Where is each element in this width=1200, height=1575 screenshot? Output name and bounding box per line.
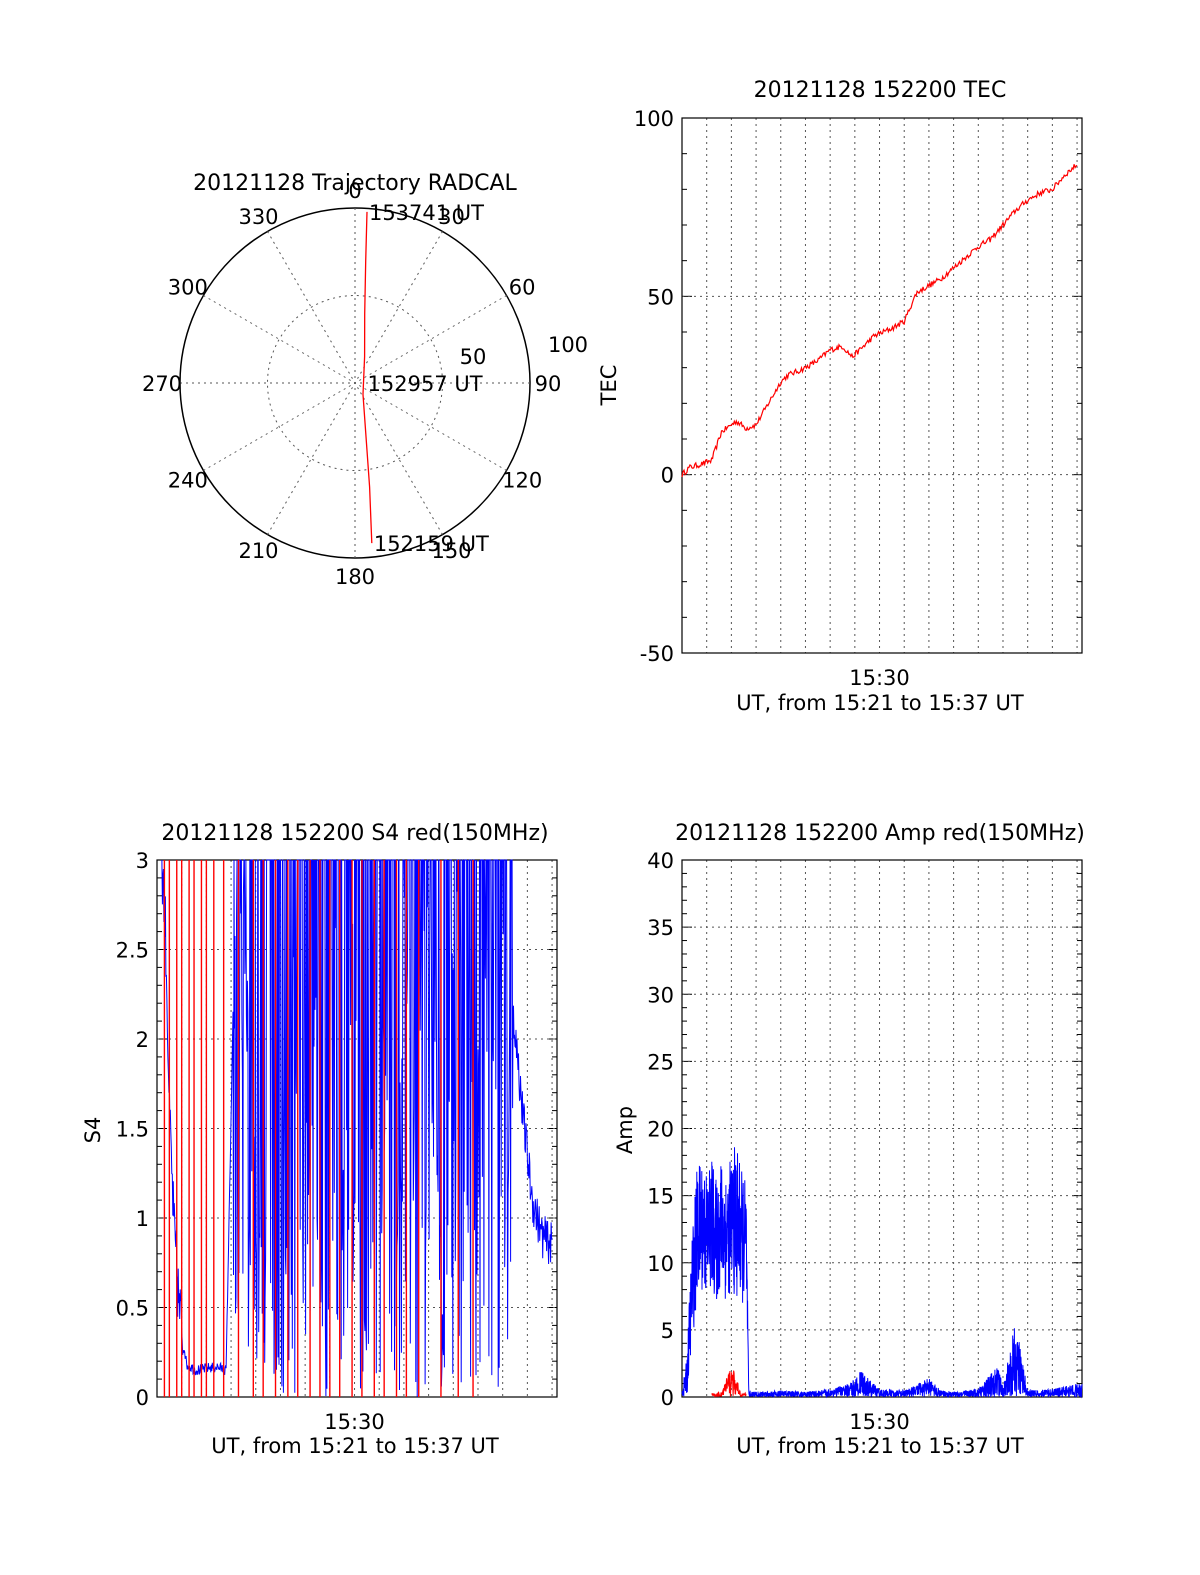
amp-y-tick-label: 10	[647, 1252, 674, 1276]
s4-y-tick-label: 1	[136, 1207, 149, 1231]
polar-radius-label: 50	[460, 345, 487, 369]
s4-grid	[156, 859, 558, 1398]
tec-y-tick-label: 100	[634, 107, 674, 131]
polar-angle-label: 240	[168, 469, 208, 493]
tec-y-tick-label: -50	[640, 642, 674, 666]
s4-chart-title: 20121128 152200 S4 red(150MHz)	[161, 821, 548, 846]
amp-y-tick-label: 5	[661, 1319, 674, 1343]
polar-spoke	[267, 231, 443, 535]
tec-x-axis-label: UT, from 15:21 to 15:37 UT	[736, 691, 1024, 715]
tec-chart: 20121128 152200 TEC TEC UT, from 15:21 t…	[597, 78, 1083, 715]
polar-angle-label: 120	[502, 469, 542, 493]
polar-angle-label: 90	[535, 372, 562, 396]
polar-angle-label: 300	[168, 276, 208, 300]
amp-x-tick-label: 15:30	[849, 1410, 910, 1434]
polar-angle-label: 150	[431, 539, 471, 563]
polar-series	[362, 211, 373, 544]
polar-annotations: 153741 UT 152957 UT 152159 UT	[368, 201, 490, 556]
s4-tick-labels: 0 0.5 1 1.5 2 2.5 3 15:30	[116, 849, 385, 1434]
s4-chart: 20121128 152200 S4 red(150MHz) S4 UT, fr…	[81, 821, 558, 1458]
polar-time-annotation: 153741 UT	[369, 201, 484, 225]
polar-angle-label: 330	[238, 205, 278, 229]
polar-chart-title: 20121128 Trajectory RADCAL	[193, 171, 517, 196]
amp-series	[681, 1147, 1083, 1399]
amp-grid	[681, 859, 1083, 1398]
tec-plot-frame	[681, 117, 1083, 654]
polar-angle-label: 60	[509, 276, 536, 300]
s4-y-tick-label: 0.5	[116, 1297, 149, 1321]
tec-y-axis-label: TEC	[597, 365, 621, 407]
s4-blue-series-line	[161, 859, 553, 1397]
s4-y-tick-label: 0	[136, 1386, 149, 1410]
polar-radius-label: 100	[548, 333, 588, 357]
amp-y-tick-label: 30	[647, 983, 674, 1007]
polar-inner-ring	[267, 295, 443, 471]
tec-chart-title: 20121128 152200 TEC	[754, 78, 1007, 103]
polar-angle-label: 0	[348, 179, 361, 203]
polar-time-annotation: 152957 UT	[368, 372, 483, 396]
amp-x-axis-label: UT, from 15:21 to 15:37 UT	[736, 1434, 1024, 1458]
tec-tick-labels: -50 0 50 100 15:30	[634, 107, 910, 690]
s4-y-tick-label: 3	[136, 849, 149, 873]
polar-angle-label: 270	[142, 372, 182, 396]
amp-y-tick-label: 25	[647, 1050, 674, 1074]
tec-series-line	[681, 164, 1078, 478]
polar-trajectory-line	[362, 211, 373, 544]
tec-y-tick-label: 50	[647, 285, 674, 309]
amp-chart-title: 20121128 152200 Amp red(150MHz)	[675, 821, 1085, 846]
amp-y-tick-label: 20	[647, 1118, 674, 1142]
s4-y-tick-label: 1.5	[116, 1118, 149, 1142]
amp-red-series-line	[711, 1370, 747, 1399]
polar-angle-label: 30	[438, 205, 465, 229]
amp-y-tick-label: 40	[647, 849, 674, 873]
tec-series	[681, 164, 1078, 478]
polar-trajectory-chart: 20121128 Trajectory RADCAL 0 30 60 90 120 150…	[142, 171, 588, 589]
s4-y-axis-label: S4	[81, 1117, 105, 1144]
amp-y-tick-label: 0	[661, 1386, 674, 1410]
tec-grid	[681, 117, 1083, 654]
tec-x-tick-label: 15:30	[849, 666, 910, 690]
s4-x-tick-label: 15:30	[324, 1410, 385, 1434]
polar-angle-label: 210	[238, 539, 278, 563]
polar-angle-label: 180	[335, 565, 375, 589]
polar-time-annotation: 152159 UT	[374, 532, 489, 556]
amp-y-tick-label: 15	[647, 1185, 674, 1209]
amp-blue-series-line	[681, 1147, 1083, 1399]
amp-y-tick-label: 35	[647, 916, 674, 940]
s4-y-tick-label: 2.5	[116, 939, 149, 963]
polar-radius-labels: 50 100	[460, 333, 588, 369]
s4-series	[161, 859, 553, 1397]
amp-chart: 20121128 152200 Amp red(150MHz) Amp UT, …	[613, 821, 1085, 1458]
polar-grid	[179, 207, 531, 559]
amp-plot-frame	[681, 859, 1083, 1398]
s4-y-tick-label: 2	[136, 1028, 149, 1052]
amp-tick-labels: 0 5 10 15 20 25 30 35 40 15:30	[647, 849, 910, 1434]
s4-x-axis-label: UT, from 15:21 to 15:37 UT	[211, 1434, 499, 1458]
polar-angle-labels: 0 30 60 90 120 150 180 210 240 270 300 330	[142, 179, 561, 589]
amp-y-axis-label: Amp	[613, 1106, 637, 1154]
tec-y-tick-label: 0	[661, 464, 674, 488]
